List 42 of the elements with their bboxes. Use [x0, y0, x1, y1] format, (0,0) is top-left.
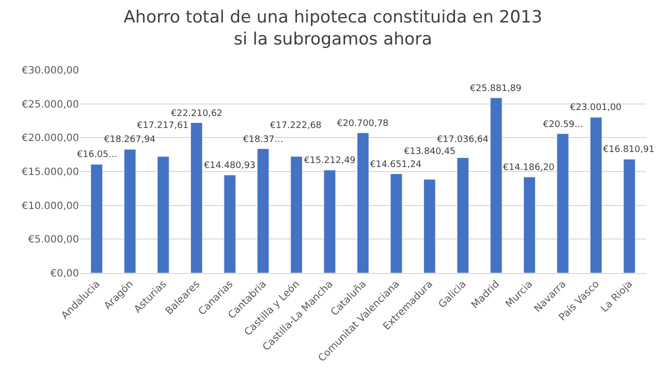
bar — [190, 122, 203, 273]
data-label: €25.881,89 — [470, 84, 522, 94]
y-tick-label: €0,00 — [50, 268, 79, 280]
data-label: €23.001,00 — [570, 103, 622, 113]
y-tick-label: €20.000,00 — [22, 133, 79, 144]
data-label: €14.186,20 — [503, 163, 555, 173]
data-label: €18.267,94 — [104, 135, 156, 145]
bar — [490, 98, 502, 273]
bar — [424, 179, 436, 273]
data-label: €17.222,68 — [270, 121, 322, 131]
data-label: €20.700,78 — [337, 119, 389, 129]
y-tick-label: €5.000,00 — [28, 234, 79, 246]
bar — [257, 148, 270, 273]
y-tick-label: €25.000,00 — [22, 99, 79, 110]
chart-title: Ahorro total de una hipoteca constituida en 2013 si la subrogamos ahora — [124, 8, 542, 50]
bar — [224, 174, 236, 273]
bar — [390, 174, 402, 273]
bar — [556, 133, 569, 273]
bar — [124, 149, 136, 273]
data-label: €13.840,45 — [404, 147, 456, 157]
data-label: €16.05... — [77, 150, 118, 160]
bar — [157, 156, 170, 273]
bar — [290, 156, 302, 273]
bar — [324, 170, 336, 273]
bar — [623, 159, 636, 273]
data-label: €17.036,64 — [437, 135, 489, 145]
y-tick-label: €30.000,00 — [22, 66, 79, 76]
data-label: €15.212,49 — [304, 156, 356, 166]
y-tick-label: €10.000,00 — [22, 200, 79, 212]
data-label: €20.59... — [543, 120, 584, 130]
data-label: €14.651,24 — [370, 160, 422, 170]
bar — [590, 117, 602, 273]
bar — [356, 132, 370, 273]
data-label: €17.217,61 — [137, 121, 189, 131]
data-label: €18.37... — [243, 135, 284, 145]
y-tick-label: €15.000,00 — [22, 167, 79, 178]
data-label: €22.210,62 — [171, 109, 223, 119]
bar — [456, 157, 469, 273]
data-label: €14.480,93 — [204, 161, 256, 171]
bar — [523, 176, 536, 273]
bar — [90, 164, 103, 273]
data-label: €16.810,91 — [603, 145, 655, 155]
